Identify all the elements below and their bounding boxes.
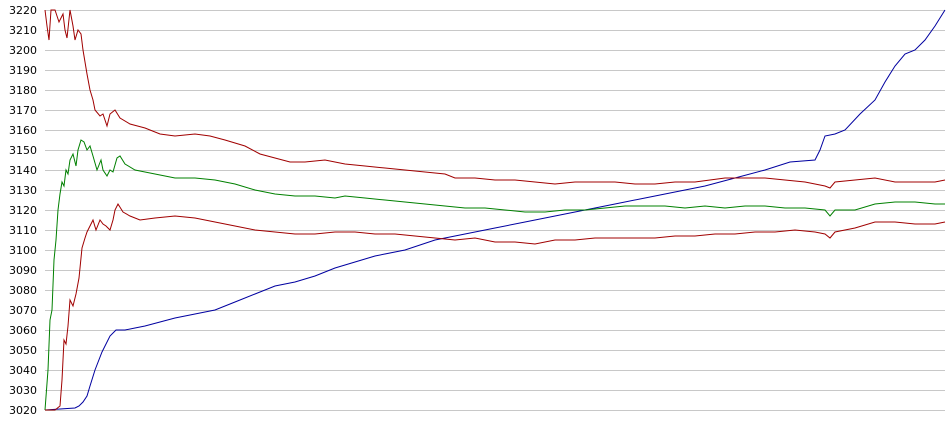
y-tick-label: 3070 [9, 304, 37, 317]
y-tick-label: 3190 [9, 64, 37, 77]
y-tick-label: 3050 [9, 344, 37, 357]
grid-lines [45, 10, 945, 411]
series-line-3 [44, 139, 945, 411]
y-tick-label: 3200 [9, 44, 37, 57]
y-tick-label: 3130 [9, 184, 37, 197]
y-tick-label: 3030 [9, 384, 37, 397]
series-line-2 [44, 9, 946, 189]
y-tick-label: 3210 [9, 24, 37, 37]
y-tick-label: 3180 [9, 84, 37, 97]
y-tick-label: 3040 [9, 364, 37, 377]
y-tick-label: 3140 [9, 164, 37, 177]
y-tick-label: 3220 [9, 4, 37, 17]
y-tick-label: 3170 [9, 104, 37, 117]
series-lines [44, 9, 946, 411]
y-tick-label: 3110 [9, 224, 37, 237]
y-tick-label: 3100 [9, 244, 37, 257]
series-line-1 [44, 9, 946, 411]
y-tick-label: 3020 [9, 404, 37, 417]
y-tick-label: 3120 [9, 204, 37, 217]
y-tick-label: 3150 [9, 144, 37, 157]
series-line-4 [45, 202, 946, 411]
y-tick-label: 3160 [9, 124, 37, 137]
y-tick-label: 3090 [9, 264, 37, 277]
y-axis-tick-labels: 3020 3030 3040 3050 3060 3070 3080 3090 3100 3110… [9, 4, 37, 417]
y-tick-label: 3060 [9, 324, 37, 337]
y-tick-label: 3080 [9, 284, 37, 297]
